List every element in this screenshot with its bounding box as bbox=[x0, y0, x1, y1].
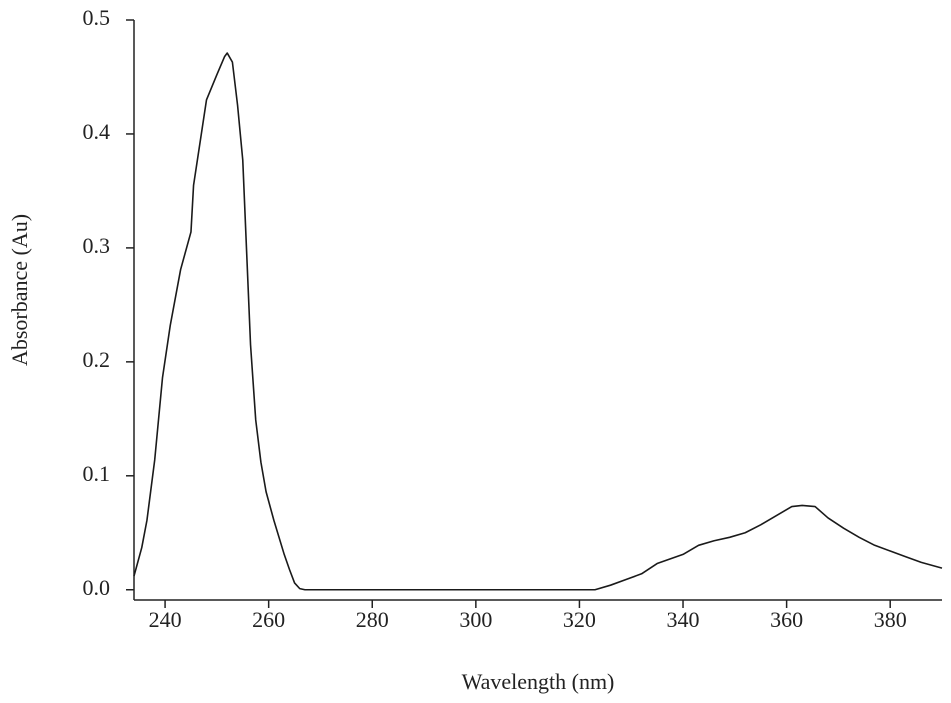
x-tick-label: 300 bbox=[459, 607, 492, 632]
y-tick-label: 0.2 bbox=[83, 347, 111, 372]
y-tick-label: 0.5 bbox=[83, 5, 111, 30]
data-line bbox=[134, 53, 942, 590]
x-tick-label: 340 bbox=[667, 607, 700, 632]
x-tick-label: 360 bbox=[770, 607, 803, 632]
x-tick-label: 280 bbox=[356, 607, 389, 632]
y-axis-label: Absorbance (Au) bbox=[7, 214, 32, 366]
x-tick-label: 260 bbox=[252, 607, 285, 632]
y-tick-label: 0.3 bbox=[83, 233, 111, 258]
y-tick-label: 0.1 bbox=[83, 461, 111, 486]
y-tick-label: 0.0 bbox=[83, 575, 111, 600]
x-tick-label: 380 bbox=[874, 607, 907, 632]
x-axis-label: Wavelength (nm) bbox=[462, 669, 615, 694]
y-tick-label: 0.4 bbox=[83, 119, 111, 144]
x-tick-label: 240 bbox=[149, 607, 182, 632]
chart: Wavelength (nm) Absorbance (Au) 0.0 0.1 0.… bbox=[0, 0, 951, 698]
x-tick-label: 320 bbox=[563, 607, 596, 632]
